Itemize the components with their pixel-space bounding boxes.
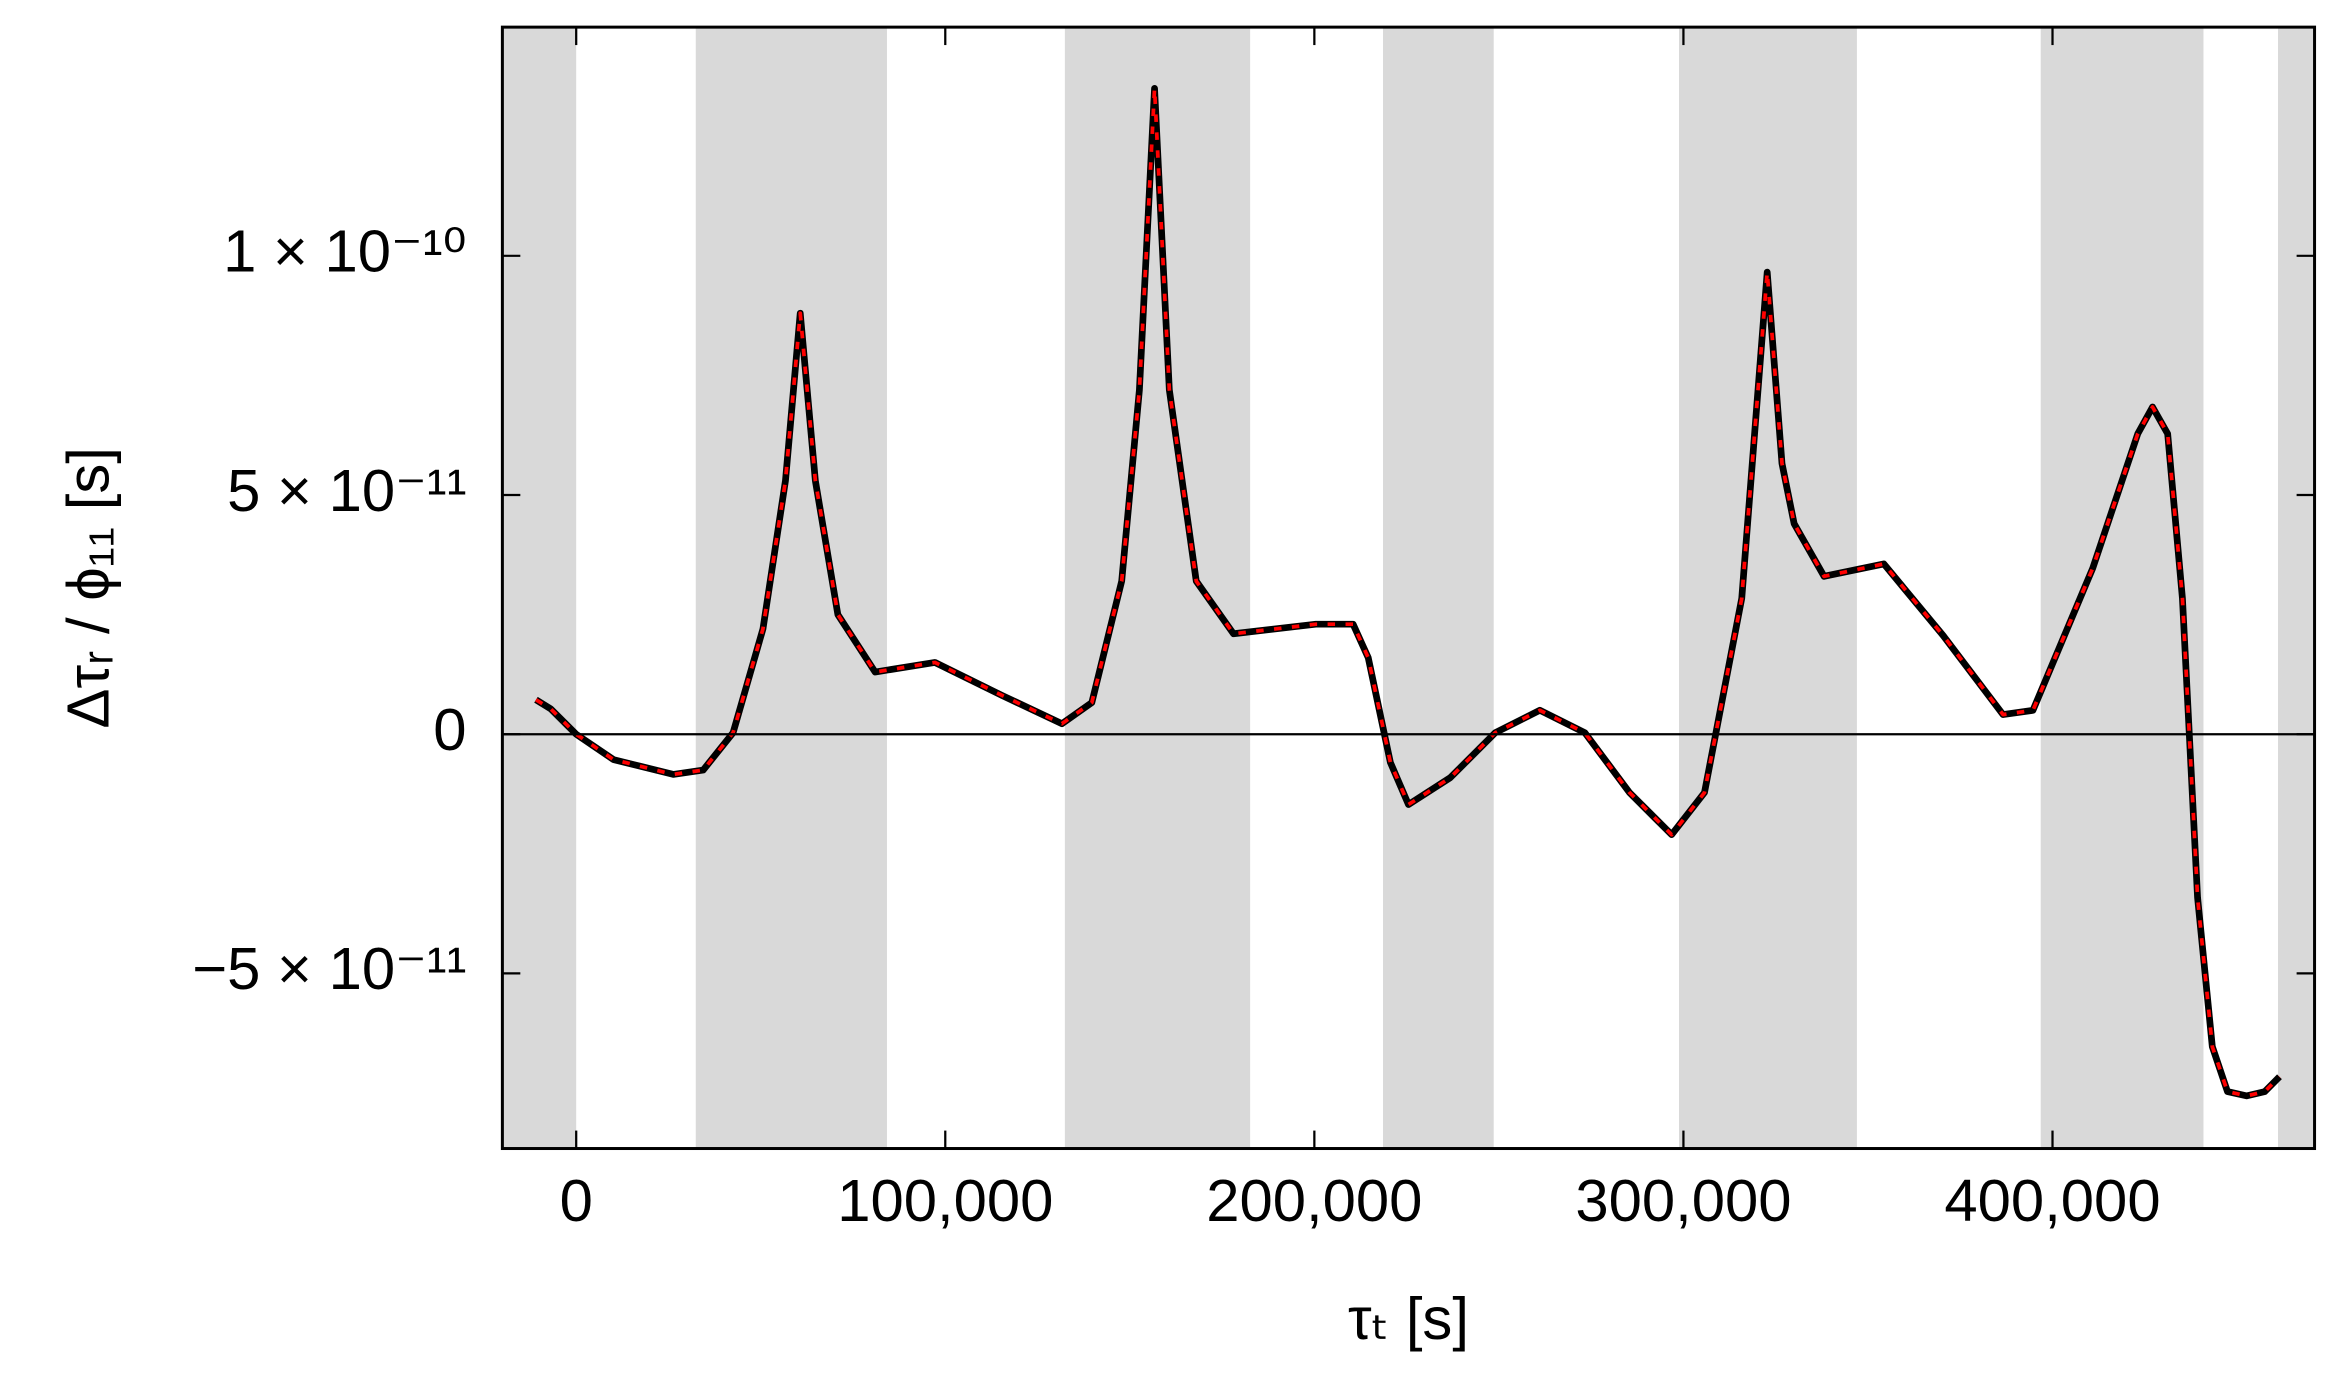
x-axis-title: τₜ [s]	[1348, 1285, 1469, 1352]
shaded-band	[2040, 27, 2204, 1149]
plot-frame	[500, 25, 2317, 1151]
y-tick-label: 5 × 10⁻¹¹	[227, 457, 466, 524]
bands	[502, 27, 2315, 1149]
x-tick-label: 100,000	[837, 1167, 1053, 1234]
x-tick-label: 400,000	[1944, 1167, 2160, 1234]
y-tick-label: −5 × 10⁻¹¹	[192, 935, 466, 1002]
shaded-band	[2278, 27, 2315, 1149]
data-line	[534, 86, 2281, 1098]
y-tick-label: 1 × 10⁻¹⁰	[223, 218, 466, 285]
x-tick-label: 300,000	[1575, 1167, 1791, 1234]
shaded-band	[502, 27, 577, 1149]
y-axis-title: Δτᵣ / ϕ₁₁ [s]	[54, 447, 121, 728]
plot	[534, 85, 2282, 1100]
x-tick-label: 200,000	[1206, 1167, 1422, 1234]
shaded-band	[695, 27, 887, 1149]
shaded-band	[1383, 27, 1494, 1149]
shaded-band	[1679, 27, 1857, 1149]
x-tick-label: 0	[560, 1167, 593, 1234]
y-tick-label: 0	[433, 696, 466, 763]
